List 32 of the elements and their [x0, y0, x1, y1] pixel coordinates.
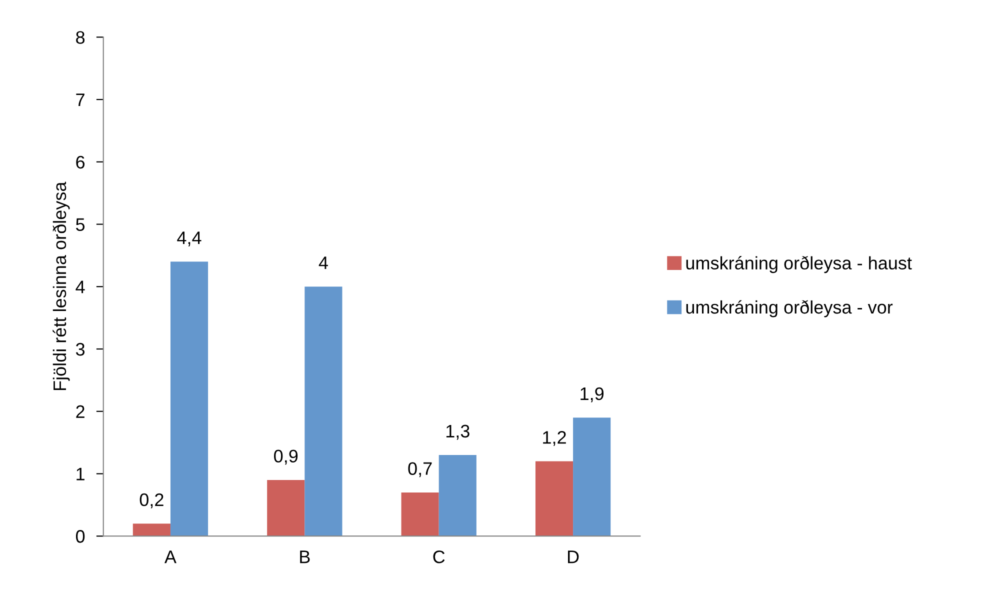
data-label: 4	[318, 256, 328, 269]
bar	[535, 461, 574, 536]
y-tick-label: 1	[76, 468, 84, 480]
data-label: 1,3	[446, 424, 470, 440]
legend-label: umskráning orðleysa - vor	[686, 300, 893, 318]
x-tick-label: C	[433, 550, 445, 564]
bar	[132, 524, 170, 536]
y-axis-title: Fjöldi rétt lesinna orðleysa	[52, 182, 70, 390]
bar	[170, 262, 208, 536]
x-tick-label: B	[300, 550, 310, 564]
y-tick-label: 5	[76, 218, 85, 231]
y-tick-label: 0	[76, 530, 85, 543]
x-tick-label: D	[568, 550, 579, 564]
x-tick-label: A	[164, 550, 176, 564]
y-tick-label: 2	[76, 405, 84, 418]
data-label: 0,7	[408, 462, 432, 478]
y-tick-label: 4	[76, 280, 85, 294]
bar	[573, 418, 611, 536]
bar	[267, 480, 305, 536]
bar	[401, 492, 439, 536]
y-tick-label: 7	[76, 94, 84, 106]
y-tick-label: 3	[76, 342, 85, 356]
y-tick-label: 8	[76, 31, 85, 44]
data-label: 4,4	[177, 232, 202, 246]
data-label: 0,2	[140, 493, 164, 508]
bar	[304, 286, 342, 536]
legend-label: umskráning orðleysa - haust	[686, 256, 912, 274]
data-label: 1,2	[543, 431, 566, 446]
data-label: 1,9	[580, 387, 604, 402]
bar	[438, 455, 476, 536]
data-label: 0,9	[274, 450, 298, 465]
y-tick-label: 6	[76, 156, 85, 169]
